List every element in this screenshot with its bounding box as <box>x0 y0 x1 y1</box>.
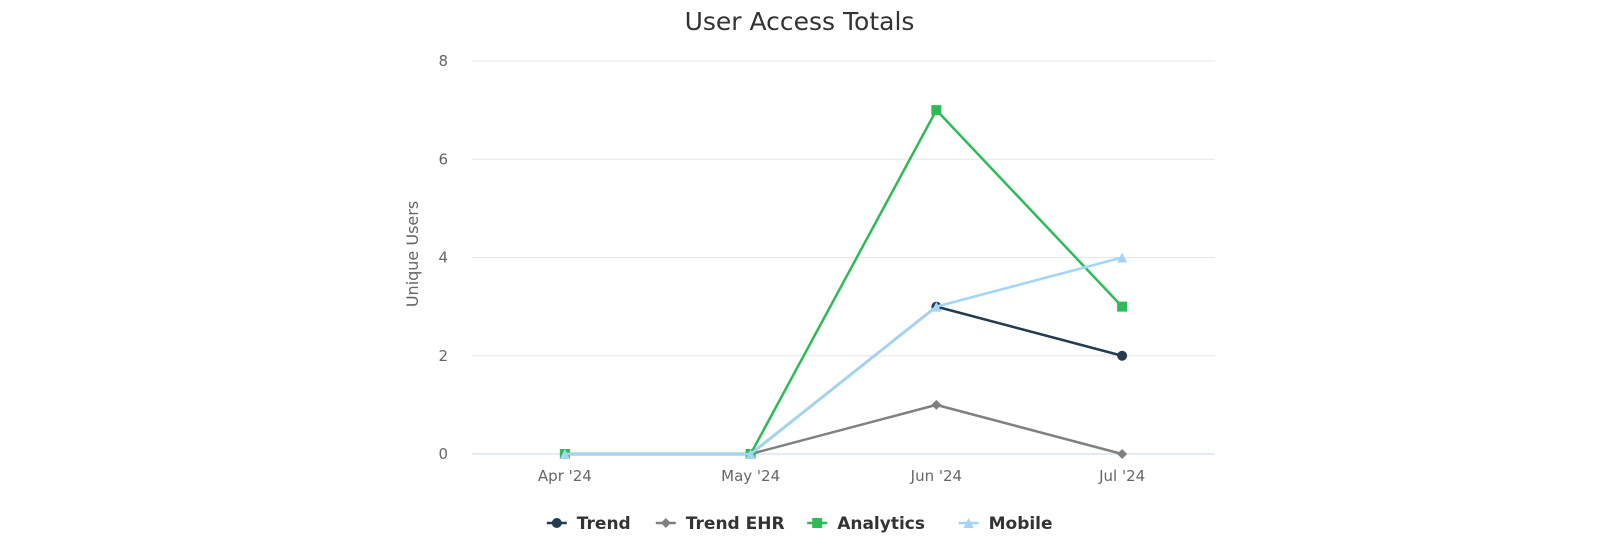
x-tick-label-jun-24: Jun '24 <box>910 467 962 485</box>
data-point-analytics-jun-24 <box>931 105 942 116</box>
series-line-analytics <box>563 108 1124 456</box>
data-point-analytics-jul-24 <box>1117 301 1128 312</box>
legend-marker-analytics <box>812 518 823 528</box>
data-point-trend-jul-24 <box>1117 350 1128 361</box>
legend-label-trend-ehr: Trend EHR <box>686 514 785 534</box>
series-trend-ehr <box>559 399 1128 459</box>
legend-item-mobile[interactable]: Mobile <box>958 514 1053 534</box>
legend-marker-mobile <box>963 518 974 528</box>
y-tick-label-6: 6 <box>438 150 448 168</box>
legend-label-analytics: Analytics <box>837 514 925 534</box>
series-mobile <box>559 252 1128 459</box>
x-axis-ticks: Apr '24 May '24 Jun '24 Jul '24 <box>538 467 1145 485</box>
series-analytics <box>559 105 1128 459</box>
legend-label-trend: Trend <box>577 514 631 534</box>
data-point-mobile-may-24 <box>745 449 756 459</box>
y-axis-label: Unique Users <box>403 201 422 307</box>
legend-marker-trend-ehr <box>660 518 671 528</box>
y-axis-ticks: 0 2 4 6 8 <box>438 52 448 463</box>
y-tick-label-8: 8 <box>438 52 448 70</box>
data-point-mobile-jun-24 <box>931 301 942 312</box>
legend-item-trend-ehr[interactable]: Trend EHR <box>655 514 785 534</box>
x-tick-label-apr-24: Apr '24 <box>538 467 592 485</box>
data-point-mobile-jul-24 <box>1117 252 1128 263</box>
x-tick-label-jul-24: Jul '24 <box>1098 467 1145 485</box>
legend-marker-trend <box>551 518 562 528</box>
legend-item-analytics[interactable]: Analytics <box>807 514 925 534</box>
x-tick-label-may-24: May '24 <box>721 467 780 485</box>
y-tick-label-2: 2 <box>438 347 448 365</box>
data-point-mobile-apr-24 <box>559 449 570 459</box>
data-point-trend-ehr-jun-24 <box>931 399 942 410</box>
series-line-mobile <box>563 256 1124 456</box>
data-point-trend-ehr-jul-24 <box>1117 449 1128 459</box>
series-line-trend-ehr <box>563 403 1124 456</box>
gridlines <box>472 60 1215 455</box>
legend-label-mobile: Mobile <box>989 514 1053 534</box>
legend: Trend Trend EHR Analytics Mobile <box>546 514 1053 534</box>
series-layer <box>559 105 1128 459</box>
y-tick-label-4: 4 <box>438 249 448 267</box>
y-tick-label-0: 0 <box>438 445 448 463</box>
legend-item-trend[interactable]: Trend <box>546 514 631 534</box>
chart-title: User Access Totals <box>685 7 915 36</box>
